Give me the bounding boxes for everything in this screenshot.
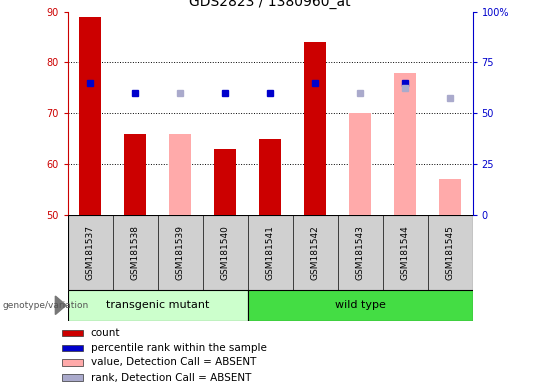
Bar [214,149,237,215]
Text: GSM181542: GSM181542 [310,225,320,280]
Bar [62,345,83,351]
Text: GSM181541: GSM181541 [266,225,274,280]
Bar [79,17,102,215]
Bar [394,73,416,215]
Bar [62,374,83,381]
Text: GSM181537: GSM181537 [85,225,94,280]
Bar [259,139,281,215]
Bar [168,134,191,215]
Bar [303,42,326,215]
Text: count: count [91,328,120,338]
Bar [349,113,372,215]
Text: value, Detection Call = ABSENT: value, Detection Call = ABSENT [91,358,256,367]
Bar [68,290,247,321]
Bar [62,359,83,366]
Bar [438,179,461,215]
Text: GSM181540: GSM181540 [220,225,230,280]
Text: GSM181544: GSM181544 [401,225,409,280]
Text: genotype/variation: genotype/variation [3,301,89,310]
Text: GSM181539: GSM181539 [176,225,185,280]
Text: wild type: wild type [335,300,386,310]
Text: transgenic mutant: transgenic mutant [106,300,209,310]
Text: GSM181545: GSM181545 [446,225,455,280]
Text: percentile rank within the sample: percentile rank within the sample [91,343,266,353]
Text: GSM181538: GSM181538 [131,225,139,280]
Bar [247,290,472,321]
Text: GSM181543: GSM181543 [355,225,364,280]
Polygon shape [56,296,66,314]
Title: GDS2823 / 1380960_at: GDS2823 / 1380960_at [189,0,351,9]
Bar [62,330,83,336]
Bar [124,134,146,215]
Text: rank, Detection Call = ABSENT: rank, Detection Call = ABSENT [91,372,251,383]
